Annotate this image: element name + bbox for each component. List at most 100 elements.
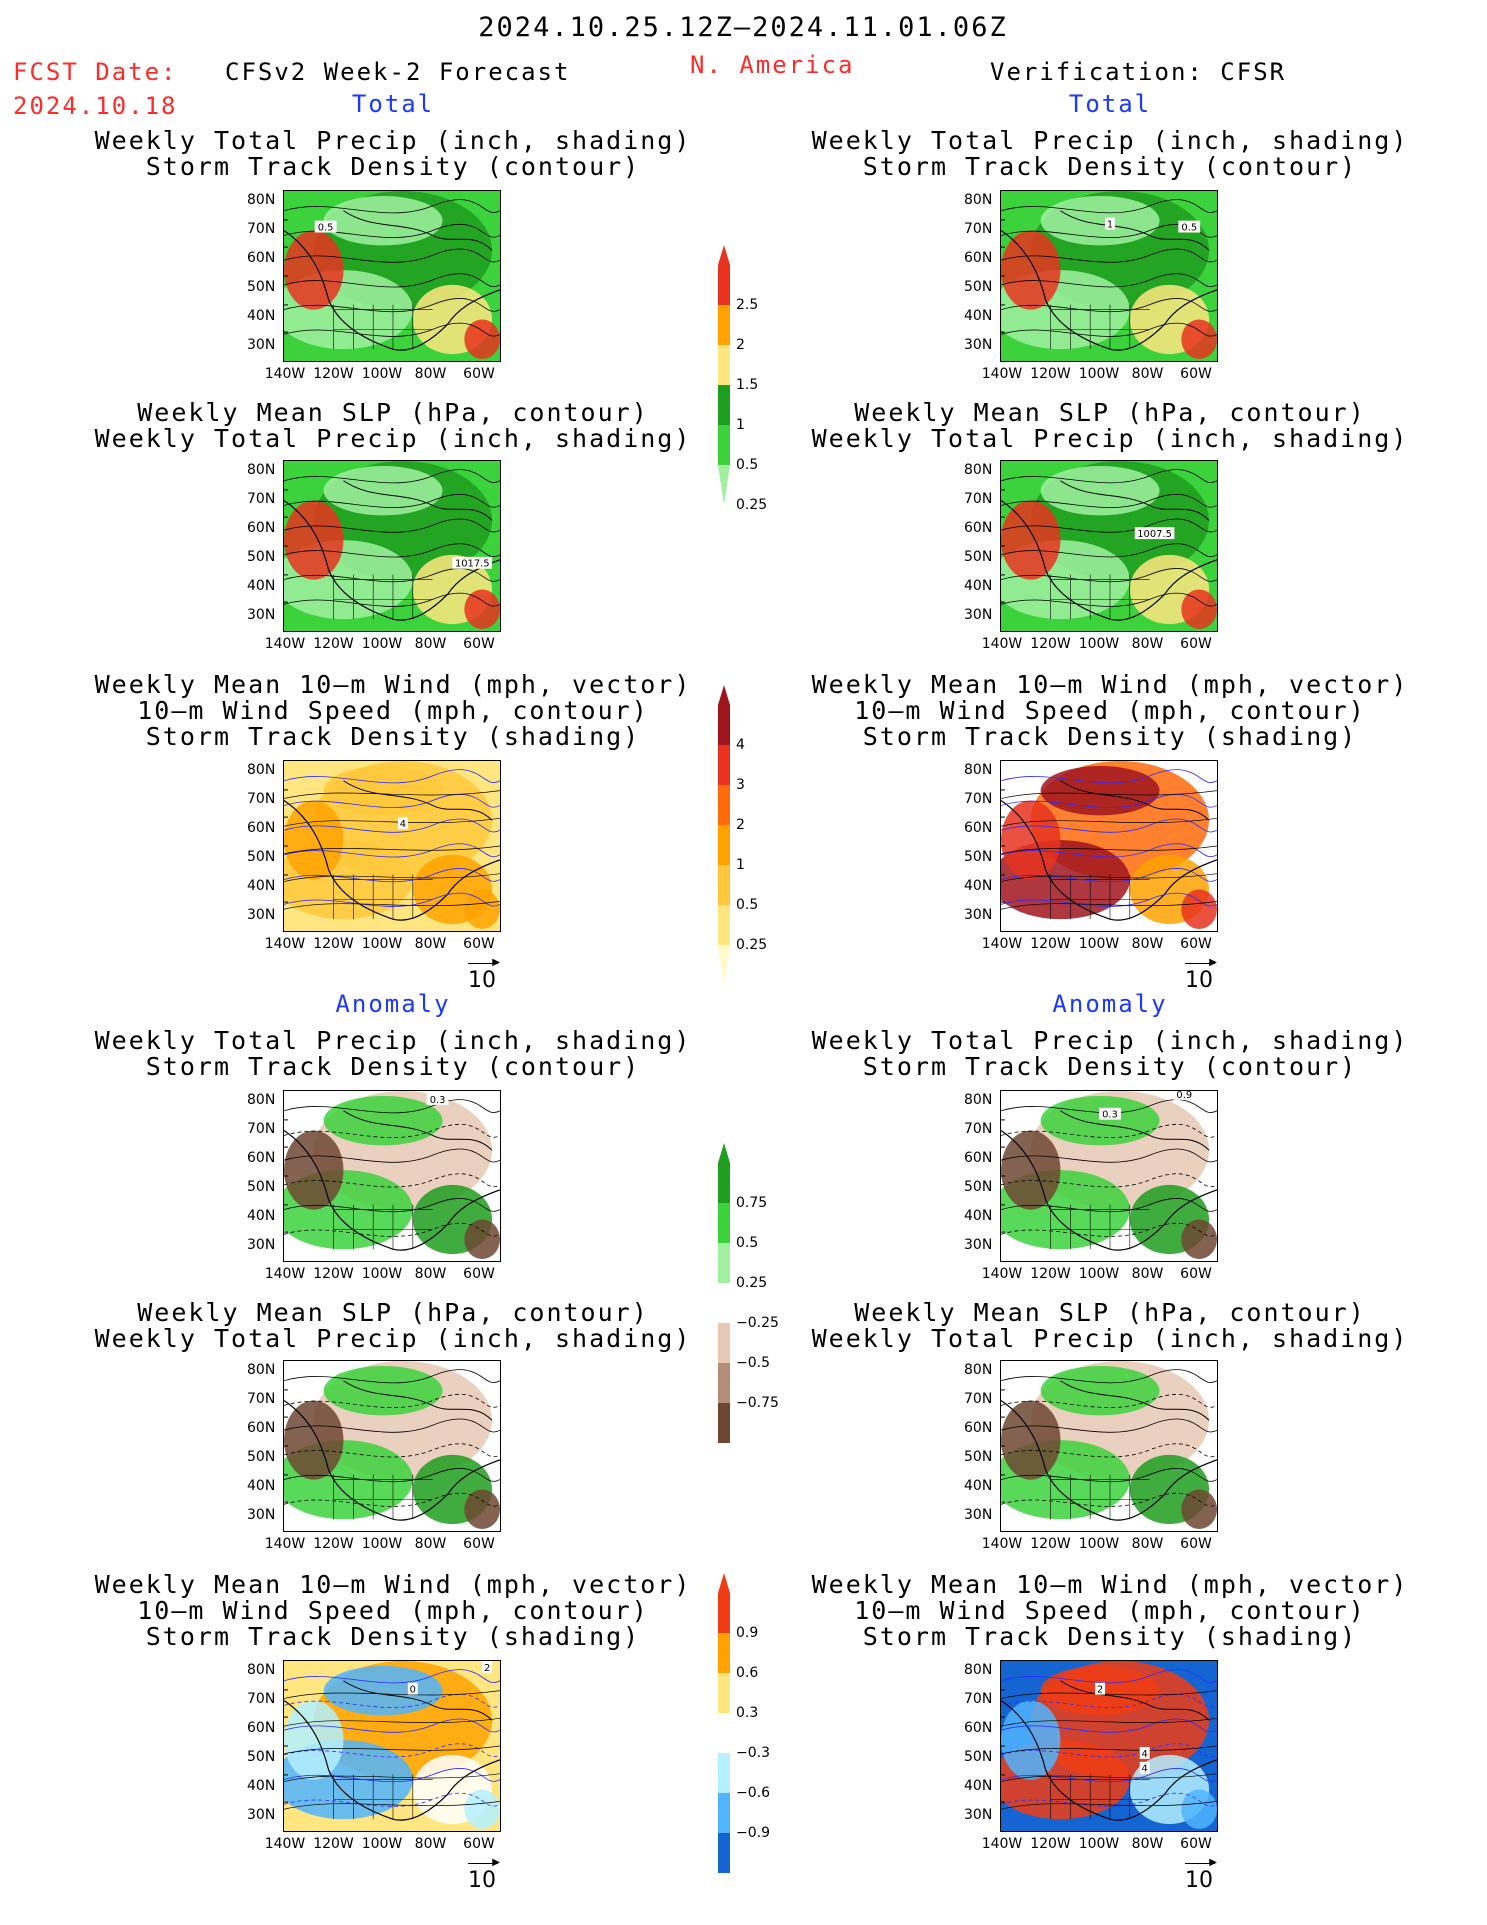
lon-label: 60W: [463, 1536, 495, 1552]
lon-label: 80W: [414, 636, 447, 652]
contour-line: [284, 794, 500, 808]
contour-line: [1001, 873, 1217, 882]
coastline: [343, 210, 493, 251]
contour-line: [1001, 273, 1217, 288]
coastline: [1060, 1380, 1210, 1421]
contour-line: [284, 845, 500, 855]
contour-line: [1001, 1099, 1217, 1114]
contour-line: [1001, 518, 1217, 533]
lat-label: 50N: [247, 549, 276, 565]
lon-label: 80W: [1131, 1536, 1164, 1552]
shading-region: [1040, 1095, 1160, 1146]
contour-label: 2: [484, 1663, 490, 1674]
colorbar-segment: [718, 425, 730, 465]
contour-label-box: [1095, 1682, 1106, 1695]
lat-label: 80N: [964, 762, 993, 778]
map-svg: 1007.5: [1001, 461, 1217, 631]
panel-title: Storm Track Density (shading): [145, 1622, 641, 1651]
map-svg: 0.5: [284, 191, 500, 361]
colorbar-label: 0.5: [736, 457, 759, 473]
contour-line: [284, 1768, 500, 1783]
contour-label-box: [1099, 1107, 1121, 1120]
contour-line: [1001, 568, 1217, 583]
lat-label: 50N: [247, 1749, 276, 1765]
contour-label-box: [1173, 1091, 1196, 1100]
panel-title: Weekly Total Precip (inch, shading): [811, 1026, 1409, 1055]
coastline: [343, 780, 493, 821]
shading-region: [464, 1489, 500, 1530]
lat-label: 40N: [247, 1478, 276, 1494]
lat-label: 70N: [247, 1391, 276, 1407]
map-svg: [1001, 761, 1217, 931]
lon-label: 60W: [1180, 636, 1212, 652]
lon-label: 60W: [463, 1266, 495, 1282]
contour-line: [284, 1099, 500, 1114]
colorbar-segment: [718, 825, 730, 865]
panel-title: Weekly Total Precip (inch, shading): [94, 126, 692, 155]
contour-line: [284, 469, 500, 484]
lat-label: 60N: [964, 1150, 993, 1166]
vector-ref-value: 10: [468, 1868, 496, 1893]
panel-title: Storm Track Density (contour): [862, 152, 1358, 181]
lon-label: 80W: [1131, 1266, 1164, 1282]
shading-region: [464, 889, 500, 930]
contour-line: [1001, 1768, 1217, 1783]
coastline: [343, 1680, 493, 1721]
panel-title: Storm Track Density (contour): [145, 152, 641, 181]
colorbar-segment: [718, 1833, 730, 1873]
contour-line: [1001, 224, 1217, 238]
lon-label: 140W: [981, 1836, 1023, 1852]
vector-reference: ▶ 10: [1185, 1858, 1217, 1893]
lon-label: 140W: [264, 1536, 306, 1552]
panel-title: Weekly Mean 10–m Wind (mph, vector): [94, 670, 692, 699]
coastline: [1060, 1680, 1210, 1721]
contour-line: [1001, 592, 1217, 607]
panel-title: Weekly Mean 10–m Wind (mph, vector): [811, 1570, 1409, 1599]
map-svg: [1001, 1361, 1217, 1531]
colorbar-label: 4: [736, 737, 745, 753]
lon-label: 100W: [1078, 1836, 1120, 1852]
contour-line: [1001, 1222, 1217, 1237]
contour-line: [1001, 1669, 1217, 1684]
lon-label: 120W: [313, 366, 354, 382]
colorbar-label: 2: [736, 817, 745, 833]
lon-label: 120W: [1030, 936, 1071, 952]
contour-label-box: [452, 556, 493, 569]
panel-title: Weekly Mean SLP (hPa, contour): [137, 398, 649, 427]
lat-label: 50N: [964, 1449, 993, 1465]
map-svg: 1017.5: [284, 461, 500, 631]
contour-line: [1001, 469, 1217, 484]
coastline: [1060, 1110, 1210, 1151]
colorbar-label: −0.5: [736, 1355, 770, 1371]
arrow-head-icon: ▶: [492, 1857, 500, 1868]
panel-title: Weekly Mean SLP (hPa, contour): [854, 1298, 1366, 1327]
contour-label: 0.3: [1102, 1110, 1118, 1121]
contour-line: [1001, 1792, 1217, 1807]
lon-label: 60W: [463, 936, 495, 952]
shading-region: [1001, 1400, 1061, 1480]
vector-reference: ▶ 10: [468, 958, 500, 993]
lat-label: 70N: [247, 491, 276, 507]
lat-label: 70N: [247, 1121, 276, 1137]
lat-label: 40N: [964, 1778, 993, 1794]
colorbar-segment: [718, 305, 730, 345]
lon-label: 140W: [981, 636, 1023, 652]
colorbar-top-arrow: [718, 245, 730, 265]
colorbar-label: 1: [736, 857, 745, 873]
contour-line: [284, 868, 500, 883]
lat-label: 80N: [964, 192, 993, 208]
lat-label: 30N: [247, 1237, 276, 1253]
shading-region: [323, 1665, 443, 1716]
contour-line: [284, 494, 500, 508]
lon-label: 80W: [414, 366, 447, 382]
contour-line: [284, 298, 500, 313]
contour-label: 4: [1142, 1764, 1148, 1775]
vector-reference: ▶ 10: [1185, 958, 1217, 993]
lat-label: 40N: [964, 1478, 993, 1494]
ob-precip-total-map: 1 0.5: [1000, 190, 1218, 362]
map-svg: 20: [284, 1661, 500, 1831]
contour-line: [1001, 322, 1217, 337]
map-svg: 0.3: [284, 1091, 500, 1261]
lon-label: 80W: [1131, 936, 1164, 952]
